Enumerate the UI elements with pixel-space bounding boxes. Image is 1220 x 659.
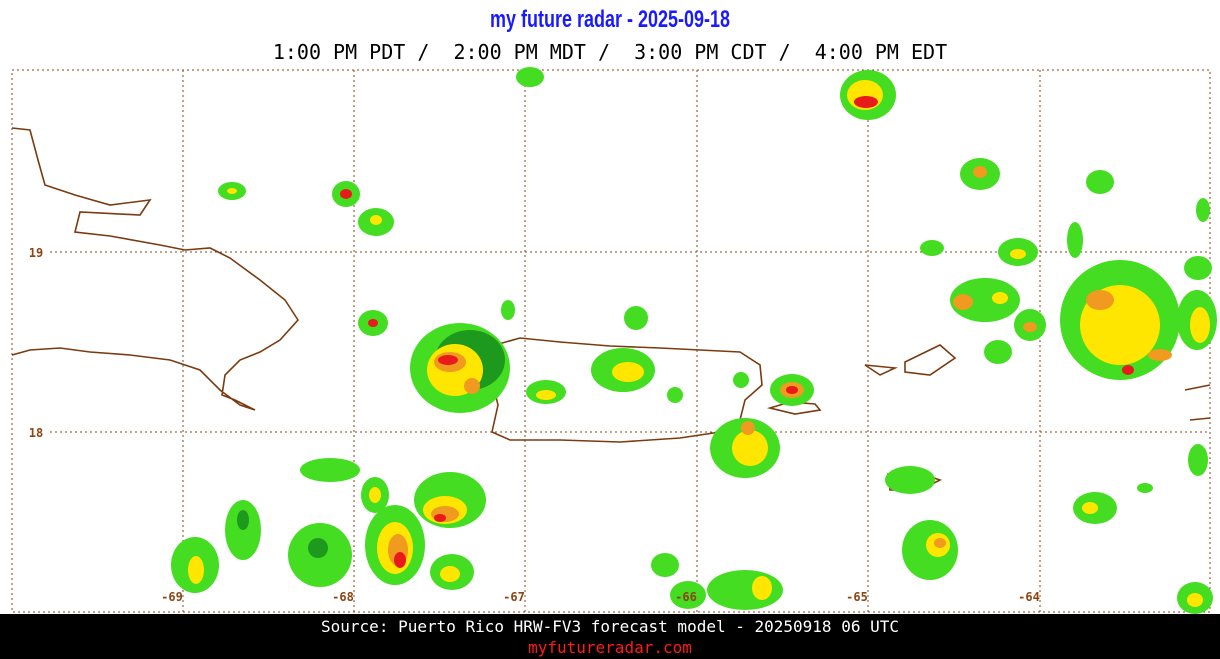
lon-label: -68 bbox=[332, 590, 354, 604]
site-link[interactable]: myfutureradar.com bbox=[528, 638, 692, 657]
longitude-labels: -69 -68 -67 -66 -65 -64 bbox=[161, 590, 1040, 604]
source-text: Source: Puerto Rico HRW-FV3 forecast mod… bbox=[321, 617, 899, 636]
title: my future radar - 2025-09-18 bbox=[490, 6, 730, 33]
lat-label: 18 bbox=[29, 426, 43, 440]
coastlines bbox=[11, 127, 1211, 491]
lon-label: -66 bbox=[675, 590, 697, 604]
map: 19 18 -69 -68 -67 -66 -65 -64 bbox=[11, 67, 1217, 614]
latitude-labels: 19 18 bbox=[29, 246, 43, 440]
time-line: 1:00 PM PDT / 2:00 PM MDT / 3:00 PM CDT … bbox=[273, 40, 947, 64]
map-frame bbox=[11, 69, 1211, 613]
footer-bar bbox=[0, 614, 1220, 659]
lon-label: -65 bbox=[846, 590, 868, 604]
grid-lines bbox=[50, 70, 1210, 612]
radar-echoes bbox=[171, 67, 1217, 614]
lon-label: -67 bbox=[503, 590, 525, 604]
lat-label: 19 bbox=[29, 246, 43, 260]
lon-label: -64 bbox=[1018, 590, 1040, 604]
lon-label: -69 bbox=[161, 590, 183, 604]
